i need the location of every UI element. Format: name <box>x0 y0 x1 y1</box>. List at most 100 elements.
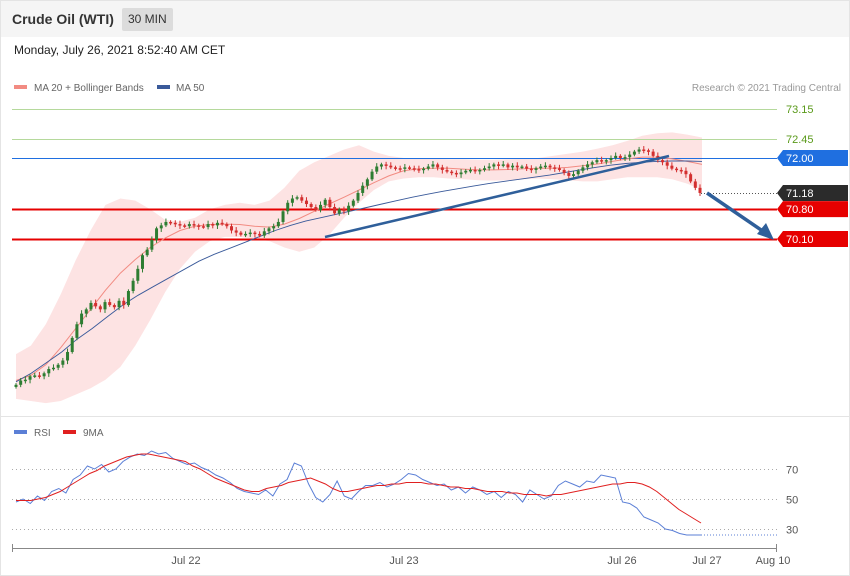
x-tick-label: Jul 26 <box>607 555 636 567</box>
candle-body <box>23 379 27 382</box>
rsi-line <box>15 450 701 536</box>
candle-body <box>440 167 444 170</box>
rsi-legend: RSI 9MA <box>14 428 104 439</box>
candle-body <box>122 300 126 306</box>
candle-body <box>281 211 285 222</box>
candle-body <box>417 169 421 171</box>
candle-body <box>290 198 294 203</box>
candle-body <box>590 162 594 165</box>
resistance-label: 73.15 <box>786 104 814 116</box>
candle-body <box>379 164 383 167</box>
candle-body <box>230 226 234 231</box>
candles-layer <box>14 146 702 389</box>
candle-body <box>646 150 650 152</box>
candle-body <box>300 197 304 201</box>
timeframe-badge[interactable]: 30 MIN <box>122 8 173 31</box>
rsi-tick-label: 70 <box>786 465 798 477</box>
candle-body <box>422 168 426 171</box>
candle-body <box>37 375 41 377</box>
candle-body <box>117 300 121 308</box>
candle-body <box>61 360 65 365</box>
candle-body <box>450 171 454 174</box>
candle-body <box>492 164 496 167</box>
research-credit: Research © 2021 Trading Central <box>692 83 841 94</box>
candle-body <box>295 197 299 199</box>
candle-body <box>482 168 486 170</box>
legend-label-ma20: MA 20 + Bollinger Bands <box>34 83 144 94</box>
candle-body <box>328 199 332 208</box>
candle-body <box>155 228 159 240</box>
candle-body <box>75 324 79 338</box>
candle-body <box>42 373 46 377</box>
price-tag-bg <box>777 231 848 247</box>
candle-body <box>543 165 547 168</box>
candle-body <box>140 255 144 269</box>
candle-body <box>693 181 697 188</box>
candle-body <box>468 169 472 172</box>
legend-swatch-rsi <box>14 430 27 434</box>
candle-body <box>445 169 449 172</box>
candle-body <box>412 168 416 170</box>
candle-body <box>347 205 351 212</box>
candle-body <box>248 232 252 235</box>
legend-label-9ma: 9MA <box>83 428 104 439</box>
candle-body <box>375 166 379 172</box>
resistance-label: 72.45 <box>786 134 814 146</box>
candle-body <box>665 162 669 166</box>
candle-body <box>56 364 60 368</box>
price-tags-layer: 73.15 72.45 72.00 71.18 70.80 70.10 <box>777 104 848 247</box>
candle-body <box>464 170 468 173</box>
candle-body <box>661 160 665 163</box>
legend-label-rsi: RSI <box>34 428 51 439</box>
candle-body <box>515 165 519 168</box>
candle-body <box>197 225 201 227</box>
chart-datetime: Monday, July 26, 2021 8:52:40 AM CET <box>14 43 226 57</box>
candle-body <box>94 302 98 307</box>
candle-body <box>225 224 229 227</box>
candle-body <box>675 168 679 171</box>
candle-body <box>393 167 397 169</box>
x-tick-label: Aug 10 <box>756 555 791 567</box>
legend-swatch-ma50 <box>157 85 170 89</box>
candle-body <box>628 154 632 158</box>
candle-body <box>534 168 538 170</box>
candle-body <box>567 172 571 176</box>
candle-body <box>84 309 88 314</box>
candle-body <box>258 233 262 236</box>
price-levels-layer <box>12 109 777 241</box>
legend-swatch-9ma <box>63 430 76 434</box>
candle-body <box>618 155 622 158</box>
candle-body <box>131 280 135 292</box>
instrument-title: Crude Oil (WTI) <box>12 11 114 27</box>
candle-body <box>609 158 613 161</box>
candle-body <box>431 164 435 167</box>
rsi-layer: 70 50 30 <box>12 450 798 537</box>
candle-body <box>525 166 529 169</box>
candle-body <box>220 222 224 225</box>
candle-body <box>389 165 393 168</box>
bollinger-layer <box>16 132 702 404</box>
candle-body <box>632 151 636 155</box>
candle-body <box>323 199 327 205</box>
candle-body <box>309 204 313 208</box>
candle-body <box>183 225 187 227</box>
candle-body <box>487 166 491 169</box>
candle-body <box>47 369 51 374</box>
candle-body <box>562 169 566 173</box>
candle-body <box>351 200 355 206</box>
candle-body <box>234 230 238 233</box>
candle-body <box>548 165 552 168</box>
candle-body <box>637 149 641 152</box>
candle-body <box>28 376 32 380</box>
candle-body <box>595 160 599 163</box>
rising-trendline <box>324 154 670 239</box>
price-tag-label: 70.10 <box>786 234 814 246</box>
candle-body <box>215 222 219 226</box>
candle-body <box>51 367 55 370</box>
candle-body <box>651 151 655 156</box>
candle-body <box>253 232 257 235</box>
candle-body <box>201 226 205 228</box>
legend-swatch-ma20 <box>14 85 27 89</box>
candle-body <box>557 168 561 170</box>
